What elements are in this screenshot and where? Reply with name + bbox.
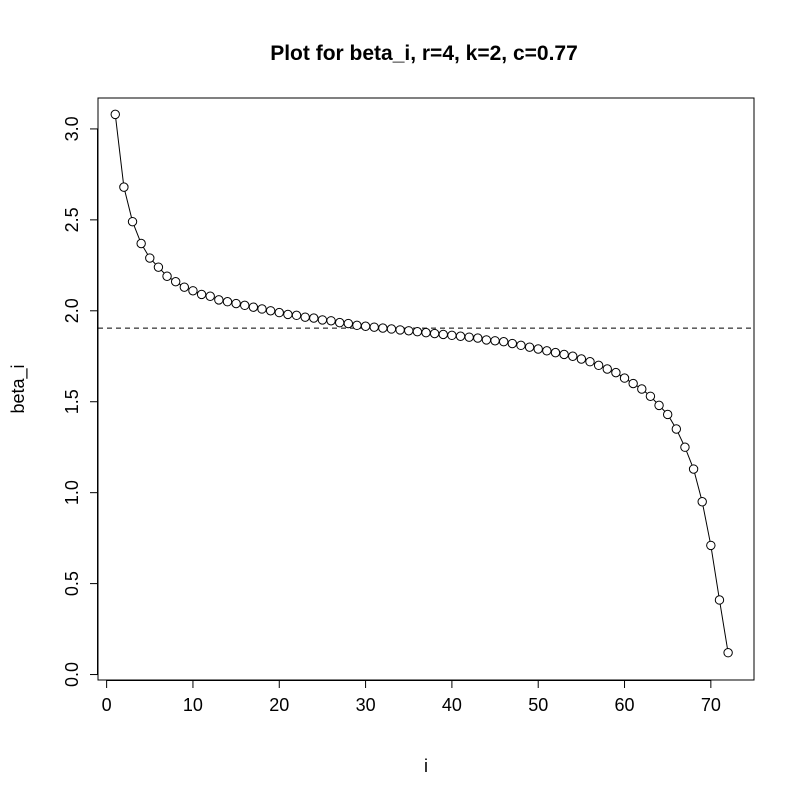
- y-tick-label: 0.5: [62, 571, 82, 596]
- data-point-24: [309, 313, 319, 323]
- data-point-25: [317, 315, 328, 325]
- data-point-9: [179, 282, 190, 292]
- data-point-43: [473, 333, 483, 343]
- data-point-15: [231, 298, 241, 309]
- data-point-71: [714, 595, 725, 605]
- data-point-48: [516, 340, 526, 351]
- x-tick-label: 10: [183, 695, 203, 715]
- data-point-19: [265, 306, 276, 316]
- data-point-72: [723, 648, 733, 658]
- data-point-26: [326, 316, 336, 326]
- data-point-2: [119, 182, 129, 192]
- data-point-63: [645, 391, 656, 401]
- x-tick-label: 40: [442, 695, 462, 715]
- data-point-66: [671, 424, 682, 434]
- x-tick-label: 60: [615, 695, 635, 715]
- data-point-47: [507, 338, 518, 349]
- y-tick-label: 1.0: [62, 480, 82, 505]
- x-tick-label: 30: [356, 695, 376, 715]
- data-point-53: [559, 349, 569, 360]
- data-point-17: [248, 302, 259, 312]
- data-point-46: [498, 337, 509, 347]
- data-point-65: [662, 409, 673, 420]
- data-point-40: [447, 330, 457, 341]
- data-point-13: [214, 295, 224, 305]
- data-point-42: [464, 332, 474, 342]
- data-point-32: [378, 323, 388, 333]
- data-point-4: [136, 238, 146, 249]
- data-point-14: [222, 297, 233, 307]
- data-point-36: [412, 327, 423, 337]
- data-point-64: [654, 400, 664, 411]
- data-point-54: [568, 351, 578, 361]
- data-point-69: [697, 497, 707, 507]
- data-point-21: [283, 309, 293, 320]
- x-tick-label: 50: [528, 695, 548, 715]
- data-point-31: [369, 322, 379, 332]
- data-point-62: [637, 384, 647, 394]
- data-point-52: [550, 347, 561, 358]
- data-point-8: [170, 276, 181, 287]
- x-tick-label: 0: [102, 695, 112, 715]
- data-point-11: [196, 289, 207, 300]
- data-point-18: [257, 304, 267, 314]
- data-point-10: [188, 286, 198, 296]
- data-point-68: [688, 464, 699, 474]
- data-point-44: [481, 335, 492, 345]
- data-point-41: [455, 331, 466, 341]
- x-tick-label: 20: [269, 695, 289, 715]
- y-tick-label: 3.0: [62, 116, 82, 141]
- data-points: [110, 109, 733, 658]
- x-tick-label: 70: [701, 695, 721, 715]
- y-tick-label: 0.0: [62, 662, 82, 687]
- data-point-67: [680, 442, 690, 452]
- data-point-28: [343, 318, 354, 329]
- data-point-51: [542, 346, 552, 356]
- data-point-6: [153, 262, 164, 272]
- data-point-56: [585, 357, 595, 367]
- data-point-27: [334, 317, 345, 328]
- data-point-61: [628, 378, 638, 389]
- data-point-39: [438, 329, 448, 340]
- data-point-12: [205, 291, 215, 301]
- data-point-20: [274, 307, 284, 318]
- data-point-30: [360, 321, 371, 331]
- data-point-5: [145, 253, 155, 263]
- data-point-16: [240, 300, 250, 311]
- data-point-59: [611, 367, 621, 378]
- x-axis: 0 10 20 30 40 50 60 70: [102, 680, 721, 715]
- chart-title: Plot for beta_i, r=4, k=2, c=0.77: [270, 42, 578, 65]
- x-axis-label: i: [424, 756, 428, 776]
- data-point-49: [524, 342, 535, 352]
- y-tick-label: 2.0: [62, 298, 82, 323]
- data-point-1: [110, 109, 120, 120]
- data-point-34: [395, 325, 405, 335]
- data-point-60: [619, 373, 630, 383]
- plot-area-frame: [97, 97, 755, 681]
- y-axis: 0.0 0.5 1.0 1.5 2.0 2.5 3.0: [62, 116, 98, 687]
- data-point-50: [533, 344, 543, 354]
- data-point-33: [386, 324, 397, 334]
- data-point-22: [291, 310, 302, 321]
- data-point-3: [127, 216, 138, 227]
- data-point-7: [162, 271, 172, 281]
- data-point-57: [593, 360, 604, 371]
- data-point-38: [429, 328, 440, 339]
- data-point-58: [602, 364, 612, 374]
- data-point-23: [300, 312, 310, 322]
- data-point-70: [706, 540, 716, 551]
- data-point-45: [490, 336, 500, 346]
- data-point-37: [421, 327, 431, 338]
- y-tick-label: 2.5: [62, 207, 82, 232]
- data-point-35: [404, 326, 414, 336]
- data-point-55: [576, 354, 587, 364]
- y-tick-label: 1.5: [62, 389, 82, 414]
- y-axis-label: beta_i: [8, 364, 29, 413]
- data-point-29: [352, 320, 362, 331]
